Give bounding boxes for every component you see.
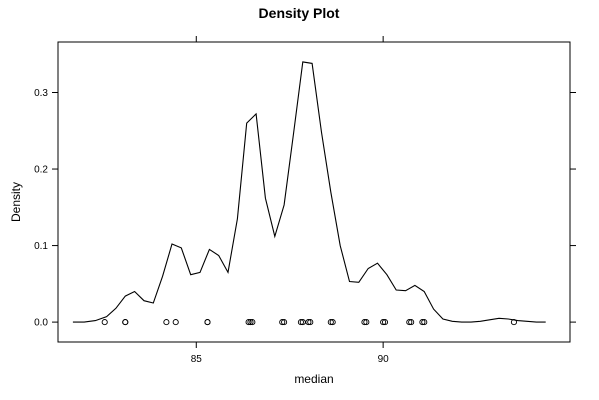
data-point <box>510 319 517 326</box>
data-point <box>305 319 312 326</box>
data-point <box>163 319 170 326</box>
x-axis-label: median <box>294 372 333 386</box>
data-point <box>363 319 370 326</box>
plot-area: 85 90 0.0 0.1 0.2 0.3 <box>34 36 576 365</box>
y-tick-label: 0.0 <box>34 318 48 329</box>
y-tick-label: 0.3 <box>34 88 48 99</box>
data-point <box>297 319 304 326</box>
x-tick-label: 85 <box>191 354 203 365</box>
y-axis-label: Density <box>9 182 23 222</box>
data-point <box>419 319 426 326</box>
data-point <box>361 319 368 326</box>
data-point <box>381 319 389 326</box>
data-point <box>406 319 413 326</box>
y-tick-label: 0.2 <box>34 165 48 176</box>
data-point <box>279 319 286 326</box>
y-tick-label: 0.1 <box>34 241 48 252</box>
data-point <box>245 319 252 326</box>
data-point <box>307 319 314 326</box>
data-point <box>101 319 108 326</box>
data-point <box>281 319 288 326</box>
x-tick-label: 90 <box>378 354 390 365</box>
data-point <box>327 319 334 326</box>
data-point <box>380 319 387 326</box>
density-line <box>72 61 546 323</box>
plot-frame <box>57 41 571 343</box>
data-point <box>172 319 179 326</box>
data-point <box>204 319 211 326</box>
data-point <box>247 319 254 326</box>
data-point <box>329 319 336 326</box>
data-point <box>249 319 256 326</box>
data-point <box>408 319 415 326</box>
data-point <box>421 319 428 326</box>
data-point <box>122 319 129 326</box>
chart-title: Density Plot <box>259 5 340 21</box>
